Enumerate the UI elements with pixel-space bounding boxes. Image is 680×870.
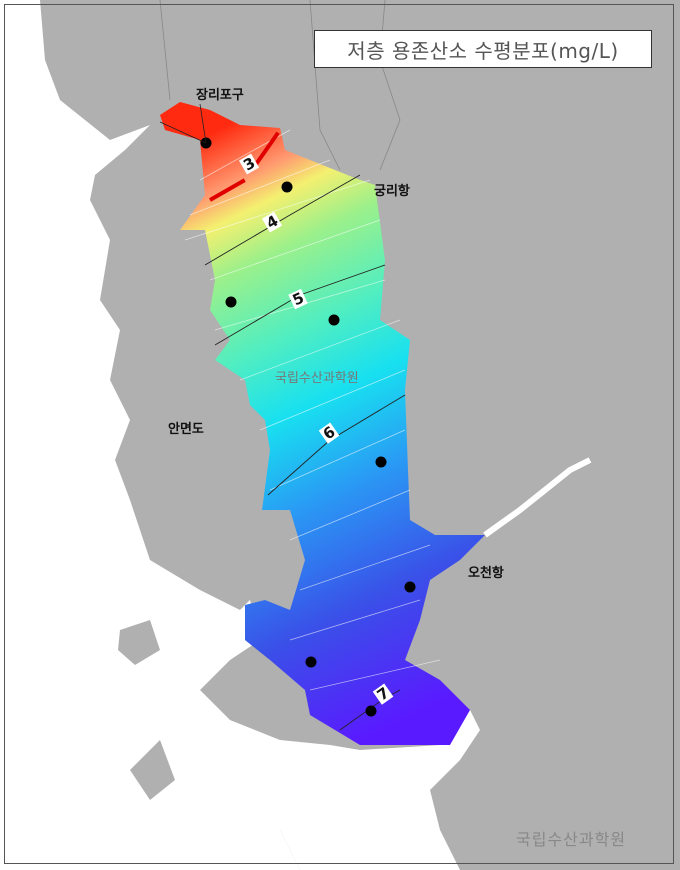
station-marker[interactable] [365, 705, 377, 717]
river [483, 457, 592, 538]
bay-do-field [160, 102, 485, 745]
watermark-corner: 국립수산과학원 [516, 830, 627, 849]
station-link [159, 121, 207, 144]
contour-lines [184, 129, 441, 691]
station-marker[interactable] [328, 314, 340, 326]
island [118, 620, 160, 665]
station-marker[interactable] [281, 181, 293, 193]
place-jangripogu: 장리포구 [196, 88, 244, 103]
station-link [199, 103, 207, 144]
map-title: 저층 용존산소 수평분포(mg/L) [314, 30, 652, 68]
stations [200, 137, 416, 717]
place-gungri: 궁리항 [374, 184, 410, 199]
place-anmyeondo: 안면도 [168, 422, 204, 437]
station-marker[interactable] [375, 456, 387, 468]
contour-4 [204, 174, 361, 266]
west-sea [0, 0, 320, 870]
station-marker[interactable] [225, 296, 237, 308]
contour-3-threshold [209, 128, 282, 202]
station-marker[interactable] [404, 581, 416, 593]
watermark-center: 국립수산과학원 [275, 371, 359, 386]
place-ocheon: 오천항 [468, 566, 504, 581]
island [210, 680, 270, 720]
south-sea [280, 710, 480, 870]
station-marker[interactable] [305, 656, 317, 668]
island [130, 740, 175, 800]
